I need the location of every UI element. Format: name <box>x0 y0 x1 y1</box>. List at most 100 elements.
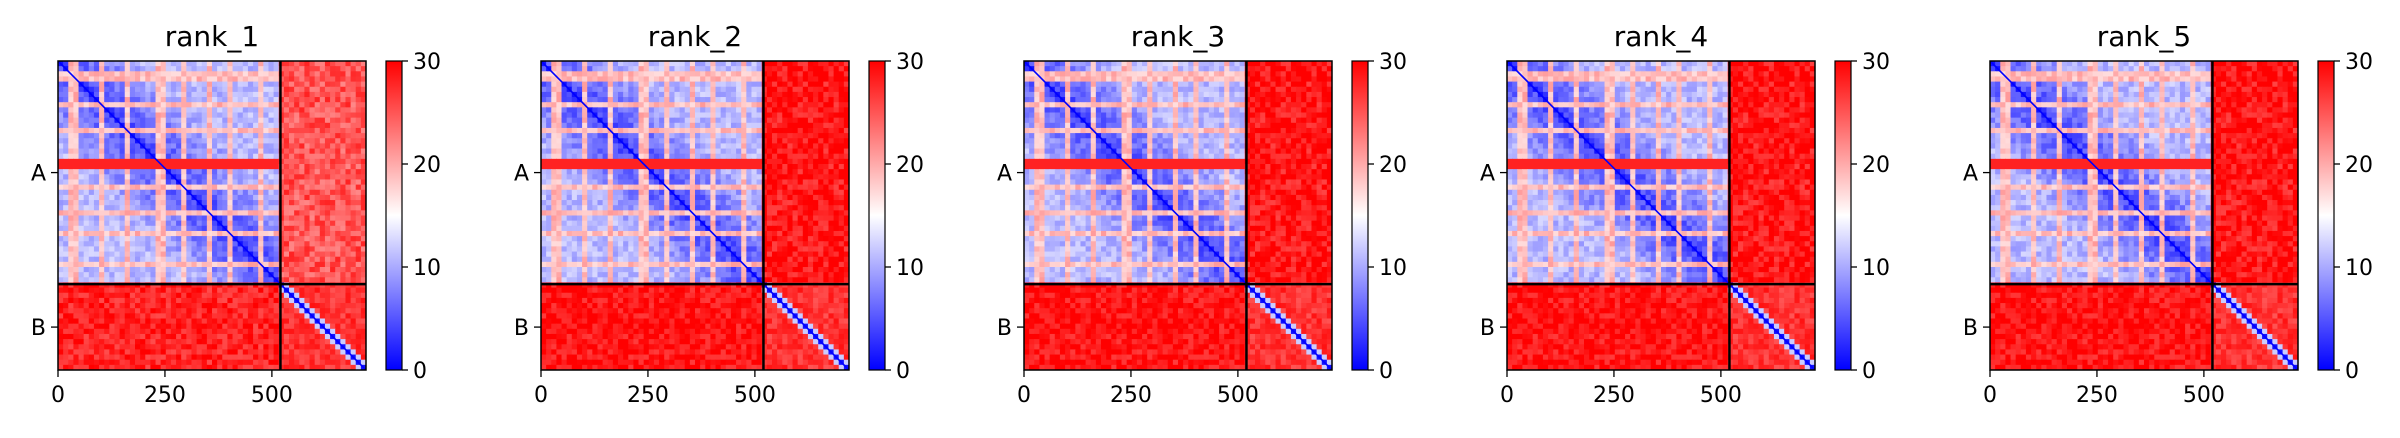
heatmap-cell <box>242 194 249 201</box>
heatmap-cell <box>289 205 295 211</box>
heatmap-cell <box>129 86 136 93</box>
heatmap-cell <box>83 287 90 294</box>
heatmap-cell <box>114 292 121 299</box>
heatmap-cell <box>335 81 341 88</box>
heatmap-cell <box>206 339 213 345</box>
heatmap-cell <box>807 61 814 67</box>
heatmap-cell <box>828 138 835 144</box>
heatmap-cell <box>165 81 172 88</box>
heatmap-cell <box>653 91 660 98</box>
heatmap-cell <box>324 287 331 294</box>
heatmap-cell <box>119 205 126 211</box>
heatmap-cell <box>263 158 270 165</box>
heatmap-cell <box>191 272 198 278</box>
heatmap-cell <box>181 117 187 124</box>
heatmap-cell <box>201 127 208 134</box>
heatmap-cell <box>181 200 187 206</box>
heatmap-cell <box>109 133 116 139</box>
heatmap-cell <box>802 117 809 124</box>
heatmap-cell <box>633 91 640 98</box>
heatmap-cell <box>541 66 547 72</box>
heatmap-cell <box>340 303 347 309</box>
heatmap-cell <box>155 194 162 201</box>
heatmap-cell <box>777 107 783 114</box>
heatmap-cell <box>196 174 203 181</box>
heatmap-cell <box>797 143 804 150</box>
heatmap-cell <box>253 359 259 366</box>
heatmap-cell <box>201 138 208 144</box>
heatmap-cell <box>541 143 547 150</box>
heatmap-cell <box>181 272 187 278</box>
heatmap-cell <box>222 359 228 366</box>
heatmap-cell <box>360 189 366 196</box>
heatmap-cell <box>263 313 270 320</box>
heatmap-cell <box>242 107 249 114</box>
heatmap-cell <box>319 236 326 242</box>
heatmap-cell <box>355 179 362 186</box>
heatmap-cell <box>319 61 326 67</box>
heatmap-cell <box>78 66 85 72</box>
heatmap-cell <box>571 122 578 129</box>
heatmap-cell <box>283 76 290 83</box>
heatmap-cell <box>150 76 157 83</box>
heatmap-cell <box>124 153 131 160</box>
heatmap-cell <box>330 107 336 114</box>
heatmap-cell <box>695 158 701 165</box>
heatmap-cell <box>155 339 162 345</box>
heatmap-cell <box>828 71 835 78</box>
heatmap-cell <box>802 112 809 119</box>
heatmap-cell <box>309 297 316 304</box>
heatmap-cell <box>196 359 203 366</box>
heatmap-cell <box>68 256 74 263</box>
heatmap-cell <box>247 76 254 83</box>
heatmap-cell <box>309 153 316 160</box>
heatmap-cell <box>314 189 321 196</box>
heatmap-cell <box>324 236 331 242</box>
heatmap-cell <box>618 97 624 103</box>
heatmap-cell <box>93 328 100 335</box>
heatmap-cell <box>206 122 213 129</box>
heatmap-cell <box>314 256 321 263</box>
heatmap-cell <box>330 81 336 88</box>
heatmap-cell <box>196 333 203 340</box>
x-tick-label: 250 <box>144 383 186 408</box>
heatmap-cell <box>78 148 85 155</box>
heatmap-cell <box>674 91 681 98</box>
heatmap-cell <box>813 148 819 155</box>
heatmap-cell <box>181 354 187 361</box>
heatmap-cell <box>119 66 126 72</box>
heatmap-cell <box>715 76 722 83</box>
heatmap-cell <box>335 364 341 370</box>
heatmap-cell <box>576 107 583 114</box>
heatmap-cell <box>823 91 830 98</box>
heatmap-cell <box>340 184 347 191</box>
heatmap-cell <box>612 127 619 134</box>
heatmap-cell <box>715 164 722 170</box>
heatmap-cell <box>155 230 162 237</box>
heatmap-cell <box>324 220 331 227</box>
heatmap-cell <box>206 112 213 119</box>
heatmap-cell <box>695 143 701 150</box>
heatmap-cell <box>571 61 578 67</box>
heatmap-cell <box>294 215 300 222</box>
heatmap-cell <box>319 277 326 284</box>
heatmap-cell <box>324 91 331 98</box>
heatmap-cell <box>330 303 336 309</box>
heatmap-cell <box>674 102 681 108</box>
heatmap-cell <box>212 246 218 253</box>
heatmap-cell <box>576 138 583 144</box>
heatmap-cell <box>165 359 172 366</box>
heatmap-cell <box>63 127 69 134</box>
heatmap-cell <box>212 97 218 103</box>
heatmap-cell <box>170 339 177 345</box>
heatmap-cell <box>227 143 234 150</box>
heatmap-cell <box>217 189 223 196</box>
heatmap-cell <box>201 339 208 345</box>
heatmap-cell <box>273 349 280 356</box>
heatmap-cell <box>68 127 74 134</box>
heatmap-cell <box>242 127 249 134</box>
heatmap-cell <box>258 143 264 150</box>
heatmap-cell <box>99 205 105 211</box>
heatmap-cell <box>165 241 172 247</box>
